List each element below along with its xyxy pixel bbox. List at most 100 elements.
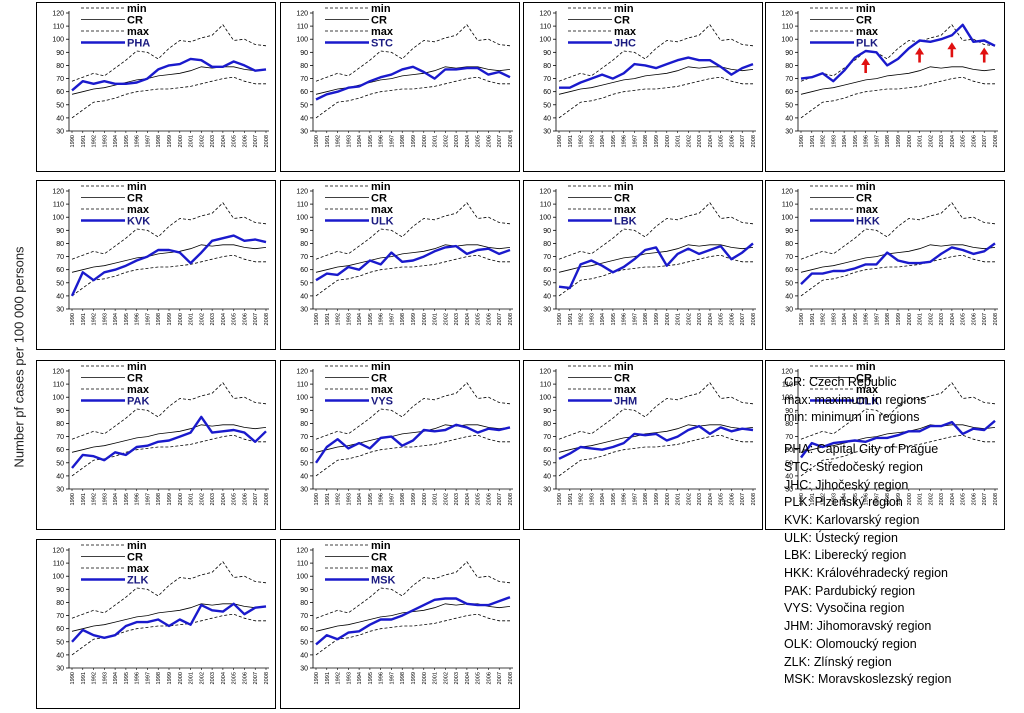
region-def-olk: OLK: Olomoucký region <box>784 636 917 651</box>
x-tick-label: 2005 <box>476 672 482 684</box>
y-tick-label: 70 <box>300 254 308 261</box>
y-tick-label: 70 <box>543 76 551 83</box>
y-tick-label: 30 <box>56 666 64 673</box>
y-tick-label: 90 <box>543 50 551 57</box>
x-tick-label: 2003 <box>454 672 460 684</box>
series-line-cr <box>800 424 996 453</box>
y-tick-label: 40 <box>56 473 64 480</box>
legend-label: MSK <box>371 575 396 587</box>
region-def-vys: VYS: Vysočina region <box>784 601 905 616</box>
x-tick-label: 1993 <box>102 672 108 684</box>
x-tick-label: 1999 <box>167 313 173 325</box>
x-tick-label: 1991 <box>810 135 816 147</box>
x-tick-label: 1990 <box>70 672 76 684</box>
series-line-min <box>800 254 995 297</box>
y-tick-label: 110 <box>53 382 64 389</box>
legend-label: STC <box>371 38 393 50</box>
red-arrow-2004 <box>947 42 957 58</box>
chart-panel-jhm: 30 40 50 60 70 80 90 100 110 120 1990 1991 1992 1993 1… <box>523 360 763 530</box>
y-tick-label: 120 <box>539 189 551 196</box>
x-tick-label: 1990 <box>557 313 563 325</box>
chart-panel-hkk: 30 40 50 60 70 80 90 100 110 120 1990 1991 1992 1993 1… <box>765 180 1005 350</box>
x-tick-label: 2000 <box>422 135 428 147</box>
x-tick-label: 2006 <box>486 493 492 505</box>
x-tick-label: 1994 <box>357 672 363 684</box>
region-def-stc: STC: Středočeský region <box>784 459 923 474</box>
x-tick-label: 1996 <box>864 493 870 505</box>
chart-panel-kvk: 30 40 50 60 70 80 90 100 110 120 1990 1991 1992 1993 1… <box>36 180 276 350</box>
x-tick-label: 1991 <box>81 493 87 505</box>
x-tick-label: 2002 <box>443 493 449 505</box>
series-line-hkk <box>800 242 996 285</box>
series-line-jhc <box>559 56 754 89</box>
y-tick-label: 40 <box>785 473 793 480</box>
x-tick-label: 2000 <box>907 313 913 325</box>
x-tick-label: 2003 <box>454 493 460 505</box>
x-tick-label: 2007 <box>253 493 259 505</box>
x-tick-label: 1997 <box>874 493 880 505</box>
x-tick-label: 1999 <box>654 313 660 325</box>
series-line-stc <box>315 65 511 101</box>
x-tick-label: 2006 <box>486 313 492 325</box>
x-tick-label: 1996 <box>864 313 870 325</box>
x-tick-label: 2004 <box>708 493 714 505</box>
x-tick-label: 1991 <box>810 493 816 505</box>
chart-svg-msk: 30 40 50 60 70 80 90 100 110 120 1990 1991 1992 1993 1… <box>296 540 514 684</box>
y-tick-label: 70 <box>785 76 793 83</box>
legend-label: LBK <box>614 216 637 228</box>
series-line-olk <box>800 419 996 459</box>
x-tick-label: 1990 <box>314 672 320 684</box>
x-tick-label: 2001 <box>433 672 439 684</box>
x-tick-label: 2002 <box>928 135 934 147</box>
y-tick-label: 110 <box>53 202 64 209</box>
y-tick-label: 70 <box>300 613 308 620</box>
x-tick-label: 2000 <box>665 135 671 147</box>
legend-label: CR <box>371 373 387 385</box>
x-tick-label: 1997 <box>389 493 395 505</box>
x-tick-label: 2002 <box>443 672 449 684</box>
y-tick-label: 120 <box>52 548 64 555</box>
chart-svg-stc: 30 40 50 60 70 80 90 100 110 120 1990 1991 1992 1993 1… <box>296 3 514 147</box>
x-tick-label: 2007 <box>740 135 746 147</box>
y-tick-label: 110 <box>53 561 64 568</box>
x-tick-label: 2008 <box>264 135 270 147</box>
series-line-min <box>71 254 266 297</box>
definition-cr: CR: Czech Republic <box>784 375 897 389</box>
x-tick-label: 1991 <box>568 493 574 505</box>
series-line-cr <box>315 603 511 632</box>
series-line-min <box>800 434 995 477</box>
x-tick-label: 1998 <box>643 493 649 505</box>
legend-label: max <box>856 204 879 216</box>
y-tick-label: 30 <box>300 129 308 136</box>
y-tick-label: 110 <box>540 202 551 209</box>
legend-label: ULK <box>371 216 394 228</box>
chart-panel-pha: 30 40 50 60 70 80 90 100 110 120 1990 1991 1992 1993 1… <box>36 2 276 172</box>
x-tick-label: 2005 <box>719 493 725 505</box>
x-tick-label: 1993 <box>346 493 352 505</box>
x-tick-label: 1997 <box>389 135 395 147</box>
legend-label: min <box>614 3 634 15</box>
x-tick-label: 2002 <box>686 493 692 505</box>
legend-text: CR: Czech Republic max: maximum in regio… <box>784 374 1016 689</box>
y-tick-label: 30 <box>785 487 793 494</box>
y-tick-label: 110 <box>297 24 308 31</box>
x-tick-label: 2000 <box>665 313 671 325</box>
legend-label: max <box>614 204 637 216</box>
x-tick-label: 1999 <box>896 493 902 505</box>
region-def-msk: MSK: Moravskoslezský region <box>784 672 952 687</box>
y-tick-label: 90 <box>300 228 308 235</box>
legend-label: min <box>856 181 876 193</box>
chart-panel-zlk: 30 40 50 60 70 80 90 100 110 120 1990 1991 1992 1993 1… <box>36 539 276 709</box>
region-def-lbk: LBK: Liberecký region <box>784 548 907 563</box>
legend-label: CR <box>614 373 630 385</box>
series-line-pha <box>71 57 267 92</box>
x-tick-label: 2007 <box>253 135 259 147</box>
y-tick-label: 110 <box>782 382 793 389</box>
region-def-pha: PHA: Capital City of Prague <box>784 442 939 457</box>
y-tick-label: 90 <box>543 228 551 235</box>
x-tick-label: 2003 <box>697 313 703 325</box>
x-tick-label: 2001 <box>189 672 195 684</box>
x-tick-label: 2000 <box>178 135 184 147</box>
x-tick-label: 1997 <box>145 672 151 684</box>
x-tick-label: 1991 <box>325 313 331 325</box>
